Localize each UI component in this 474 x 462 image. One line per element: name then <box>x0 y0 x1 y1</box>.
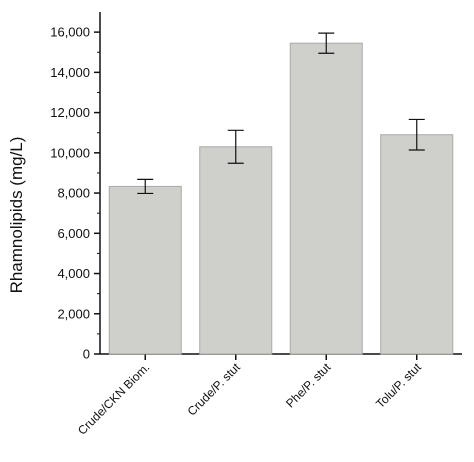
y-tick-label: 10,000 <box>50 145 90 160</box>
y-axis: 0 2,000 4,000 6,000 8,000 10,000 12,000 14,000 1… <box>50 12 101 362</box>
y-tick-label: 4,000 <box>57 266 90 281</box>
y-axis-title-group: Rhamnolipids (mg/L) <box>7 137 26 294</box>
bar <box>108 185 182 355</box>
bar <box>289 42 363 355</box>
y-tick-label: 2,000 <box>57 306 90 321</box>
error-bars-group <box>137 32 425 195</box>
y-tick-label: 0 <box>83 347 90 362</box>
y-tick-label: 16,000 <box>50 25 90 40</box>
bar <box>199 146 273 355</box>
y-tick-label: 12,000 <box>50 105 90 120</box>
x-tick-label: Crude/CKN Biom. <box>75 360 152 437</box>
y-tick-label: 6,000 <box>57 226 90 241</box>
y-tick-label: 8,000 <box>57 186 90 201</box>
bars-group <box>108 42 454 355</box>
x-tick-label: Tolu/P. stut <box>373 360 424 411</box>
y-tick-label: 14,000 <box>50 65 90 80</box>
x-tick-label: Crude/P. stut <box>185 360 244 419</box>
bar <box>380 134 454 355</box>
x-axis: Crude/CKN Biom. Crude/P. stut Phe/P. stut T… <box>75 353 462 438</box>
x-tick-label: Phe/P. stut <box>283 360 334 411</box>
y-axis-title: Rhamnolipids (mg/L) <box>7 137 26 294</box>
